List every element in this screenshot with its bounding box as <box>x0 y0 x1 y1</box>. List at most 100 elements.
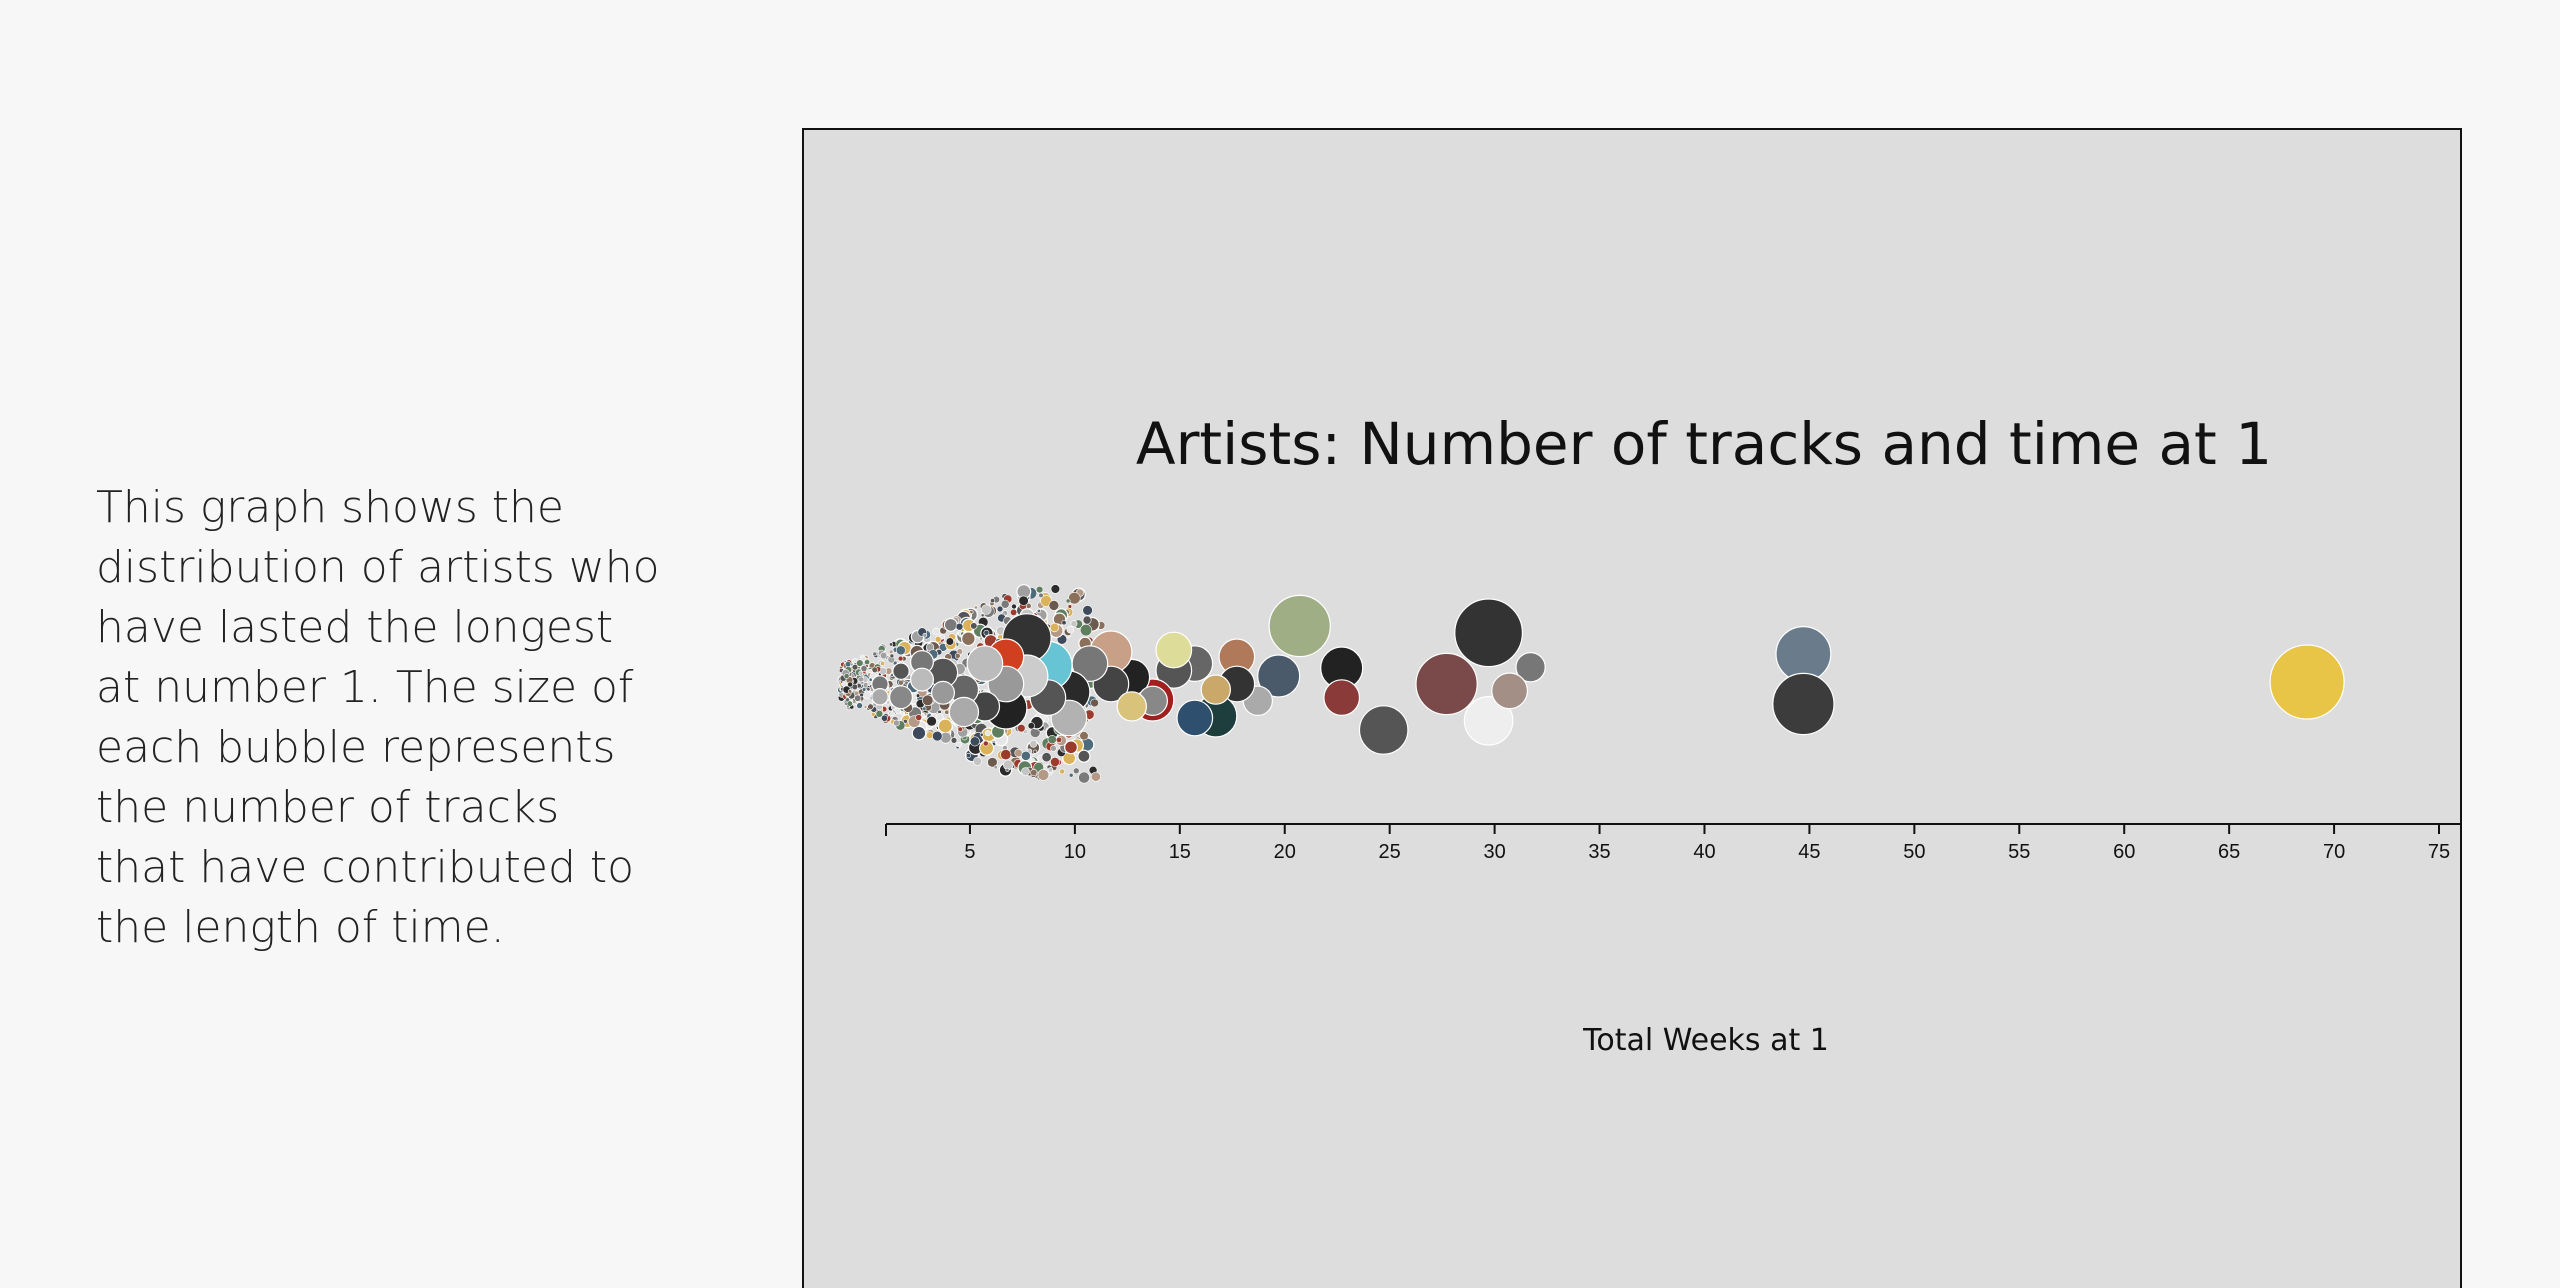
artist-bubble[interactable] <box>863 705 868 709</box>
artist-bubble[interactable] <box>1049 622 1060 633</box>
artist-bubble[interactable] <box>1082 615 1092 625</box>
artist-bubble[interactable] <box>1077 749 1091 763</box>
artist-bubble[interactable] <box>847 681 853 688</box>
artist-bubble[interactable] <box>969 609 974 614</box>
artist-bubble[interactable] <box>1072 767 1080 775</box>
artist-bubble[interactable] <box>1037 608 1042 613</box>
artist-bubble[interactable] <box>889 653 895 659</box>
artist-bubble[interactable] <box>1070 620 1078 628</box>
artist-bubble[interactable] <box>1041 752 1052 763</box>
artist-bubble[interactable] <box>844 660 852 668</box>
artist-bubble[interactable] <box>950 737 958 744</box>
artist-bubble[interactable] <box>1047 734 1057 745</box>
artist-bubble[interactable] <box>892 662 910 680</box>
artist-bubble[interactable] <box>1116 691 1147 722</box>
artist-bubble[interactable] <box>970 622 978 630</box>
artist-bubble[interactable] <box>870 711 876 717</box>
artist-bubble[interactable] <box>921 694 934 706</box>
artist-bubble[interactable] <box>1090 698 1099 708</box>
artist-bubble[interactable] <box>981 604 992 615</box>
artist-bubble[interactable] <box>1268 594 1331 658</box>
artist-bubble[interactable] <box>1082 605 1093 616</box>
artist-bubble[interactable] <box>888 649 894 654</box>
artist-bubble[interactable] <box>1257 654 1301 698</box>
artist-bubble[interactable] <box>979 732 984 737</box>
artist-bubble[interactable] <box>955 622 964 631</box>
artist-bubble[interactable] <box>1000 749 1012 761</box>
artist-bubble[interactable] <box>944 709 950 715</box>
artist-bubble[interactable] <box>866 687 871 692</box>
artist-bubble[interactable] <box>856 702 863 709</box>
artist-bubble[interactable] <box>851 663 859 671</box>
artist-bubble[interactable] <box>1067 604 1073 609</box>
artist-bubble[interactable] <box>945 637 954 646</box>
artist-bubble[interactable] <box>973 605 978 610</box>
artist-bubble[interactable] <box>1048 600 1060 611</box>
artist-bubble[interactable] <box>1000 599 1010 609</box>
artist-bubble[interactable] <box>890 711 895 716</box>
artist-bubble[interactable] <box>915 693 921 698</box>
artist-bubble[interactable] <box>1078 771 1090 784</box>
artist-bubble[interactable] <box>1055 736 1063 744</box>
artist-bubble[interactable] <box>1491 672 1528 710</box>
artist-bubble[interactable] <box>1358 705 1409 755</box>
artist-bubble[interactable] <box>864 659 871 666</box>
artist-bubble[interactable] <box>1079 624 1093 637</box>
artist-bubble[interactable] <box>1010 608 1018 617</box>
artist-bubble[interactable] <box>954 653 961 659</box>
artist-bubble[interactable] <box>980 613 985 618</box>
artist-bubble[interactable] <box>1068 592 1081 605</box>
artist-bubble[interactable] <box>893 719 900 727</box>
artist-bubble[interactable] <box>861 687 867 692</box>
artist-bubble[interactable] <box>880 661 886 666</box>
artist-bubble[interactable] <box>984 729 991 737</box>
artist-bubble[interactable] <box>875 709 884 718</box>
artist-bubble[interactable] <box>1017 723 1026 733</box>
artist-bubble[interactable] <box>847 689 853 694</box>
artist-bubble[interactable] <box>911 725 927 741</box>
artist-bubble[interactable] <box>897 655 904 662</box>
artist-bubble[interactable] <box>915 714 923 721</box>
artist-bubble[interactable] <box>982 740 989 747</box>
artist-bubble[interactable] <box>1772 672 1835 736</box>
artist-bubble[interactable] <box>1050 757 1060 767</box>
artist-bubble[interactable] <box>881 714 889 722</box>
artist-bubble[interactable] <box>843 673 850 679</box>
artist-bubble[interactable] <box>856 659 864 667</box>
artist-bubble[interactable] <box>966 752 972 758</box>
artist-bubble[interactable] <box>1027 722 1035 730</box>
artist-bubble[interactable] <box>863 691 872 700</box>
artist-bubble[interactable] <box>922 706 927 711</box>
artist-bubble[interactable] <box>932 730 943 742</box>
artist-bubble[interactable] <box>1079 731 1089 741</box>
artist-bubble[interactable] <box>1050 745 1057 752</box>
artist-bubble[interactable] <box>851 683 858 691</box>
artist-bubble[interactable] <box>1018 595 1029 606</box>
artist-bubble[interactable] <box>895 645 906 656</box>
artist-bubble[interactable] <box>2269 644 2345 720</box>
artist-bubble[interactable] <box>1047 767 1054 773</box>
artist-bubble[interactable] <box>937 718 953 734</box>
artist-bubble[interactable] <box>1035 585 1044 594</box>
artist-bubble[interactable] <box>1065 598 1071 604</box>
artist-bubble[interactable] <box>990 598 996 604</box>
artist-bubble[interactable] <box>979 636 983 641</box>
artist-bubble[interactable] <box>1155 631 1193 669</box>
artist-bubble[interactable] <box>860 680 865 685</box>
artist-bubble[interactable] <box>898 679 904 686</box>
artist-bubble[interactable] <box>867 703 874 710</box>
artist-bubble[interactable] <box>943 617 958 632</box>
artist-bubble[interactable] <box>879 651 888 660</box>
artist-bubble[interactable] <box>1415 652 1478 716</box>
artist-bubble[interactable] <box>996 605 1004 613</box>
artist-bubble[interactable] <box>858 670 864 676</box>
artist-bubble[interactable] <box>930 680 955 705</box>
artist-bubble[interactable] <box>1463 695 1514 746</box>
artist-bubble[interactable] <box>888 685 913 710</box>
artist-bubble[interactable] <box>993 765 998 770</box>
artist-bubble[interactable] <box>1038 592 1044 599</box>
artist-bubble[interactable] <box>987 757 998 768</box>
artist-bubble[interactable] <box>1037 769 1050 781</box>
artist-bubble[interactable] <box>860 665 868 672</box>
artist-bubble[interactable] <box>1029 739 1038 748</box>
